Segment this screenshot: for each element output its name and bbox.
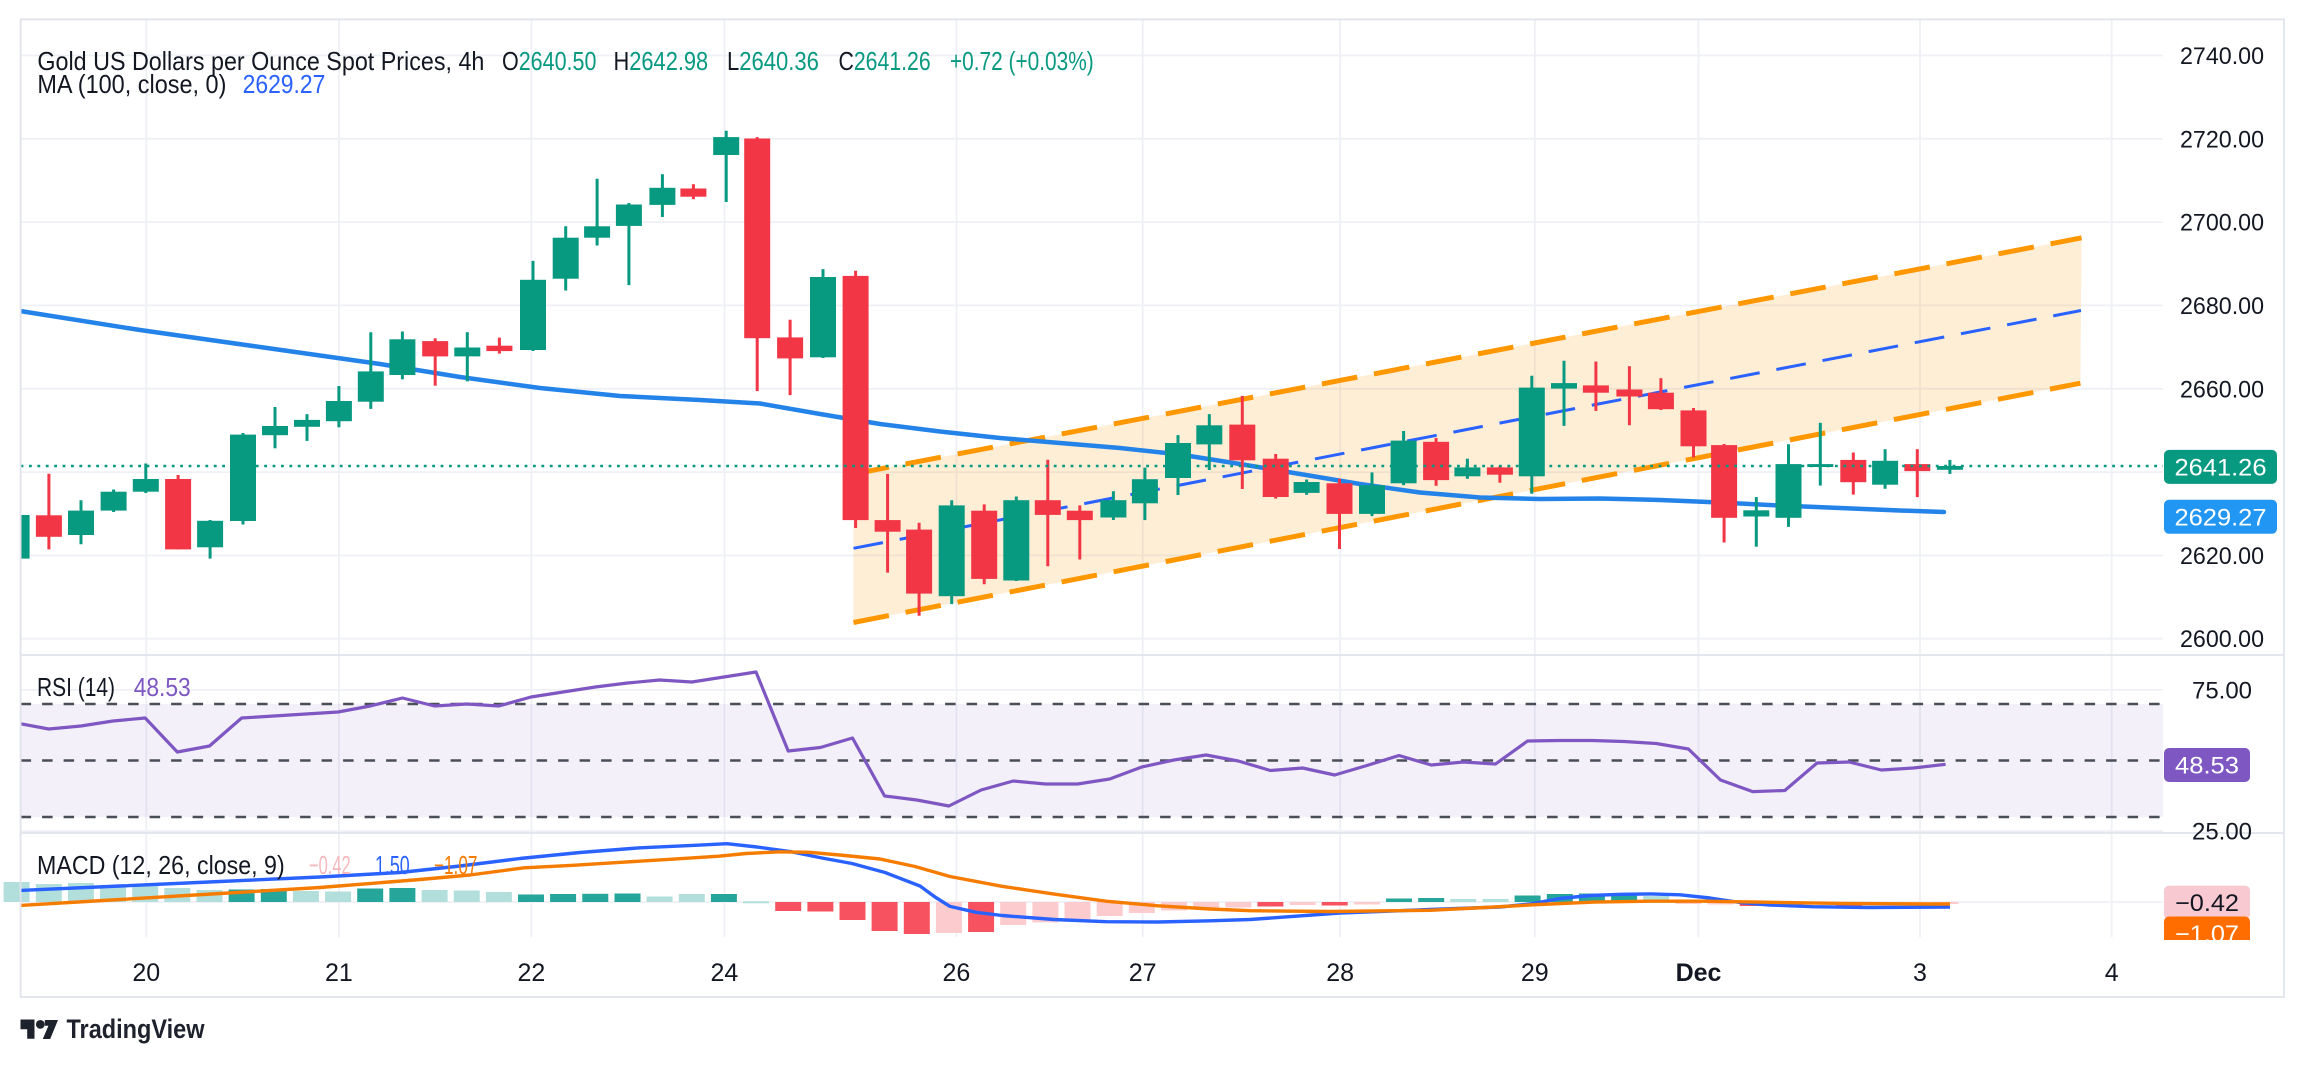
svg-text:2620.00: 2620.00 xyxy=(2180,543,2264,570)
svg-text:26: 26 xyxy=(942,959,970,987)
svg-text:2629.27: 2629.27 xyxy=(2175,504,2267,531)
svg-text:−1.07: −1.07 xyxy=(434,850,477,880)
svg-text:MACD (12, 26, close, 9): MACD (12, 26, close, 9) xyxy=(37,850,285,880)
svg-text:−0.42: −0.42 xyxy=(2175,890,2239,917)
svg-text:48.53: 48.53 xyxy=(134,672,191,702)
svg-text:+0.72 (+0.03%): +0.72 (+0.03%) xyxy=(950,46,1094,76)
svg-text:−1.07: −1.07 xyxy=(2175,921,2239,948)
svg-text:L2640.36: L2640.36 xyxy=(727,46,819,76)
svg-text:Dec: Dec xyxy=(1676,959,1722,987)
svg-text:27: 27 xyxy=(1129,959,1157,987)
svg-text:2660.00: 2660.00 xyxy=(2180,376,2264,403)
svg-text:20: 20 xyxy=(132,959,160,987)
svg-text:28: 28 xyxy=(1326,959,1354,987)
svg-text:2641.26: 2641.26 xyxy=(2175,454,2267,481)
svg-text:C2641.26: C2641.26 xyxy=(839,46,931,76)
svg-text:29: 29 xyxy=(1521,959,1549,987)
svg-text:25.00: 25.00 xyxy=(2192,819,2252,846)
svg-text:2600.00: 2600.00 xyxy=(2180,626,2264,653)
svg-text:48.53: 48.53 xyxy=(2175,753,2239,780)
svg-text:RSI (14): RSI (14) xyxy=(37,672,115,702)
svg-text:2680.00: 2680.00 xyxy=(2180,293,2264,320)
svg-text:4: 4 xyxy=(2105,959,2119,987)
svg-text:2700.00: 2700.00 xyxy=(2180,210,2264,237)
svg-text:2740.00: 2740.00 xyxy=(2180,43,2264,70)
svg-text:2629.27: 2629.27 xyxy=(243,69,326,99)
svg-text:H2642.98: H2642.98 xyxy=(614,46,709,76)
svg-text:O2640.50: O2640.50 xyxy=(502,46,596,76)
svg-text:21: 21 xyxy=(325,959,353,987)
svg-text:24: 24 xyxy=(710,959,738,987)
svg-text:3: 3 xyxy=(1913,959,1927,987)
svg-text:2720.00: 2720.00 xyxy=(2180,126,2264,153)
svg-text:Gold US Dollars per Ounce Spot: Gold US Dollars per Ounce Spot Prices, 4… xyxy=(37,46,484,76)
svg-text:TradingView: TradingView xyxy=(67,1014,206,1044)
svg-text:MA (100, close, 0): MA (100, close, 0) xyxy=(37,69,226,99)
svg-text:−0.42: −0.42 xyxy=(309,850,351,880)
svg-text:75.00: 75.00 xyxy=(2192,677,2252,704)
svg-text:22: 22 xyxy=(517,959,545,987)
svg-text:1.50: 1.50 xyxy=(375,850,410,880)
